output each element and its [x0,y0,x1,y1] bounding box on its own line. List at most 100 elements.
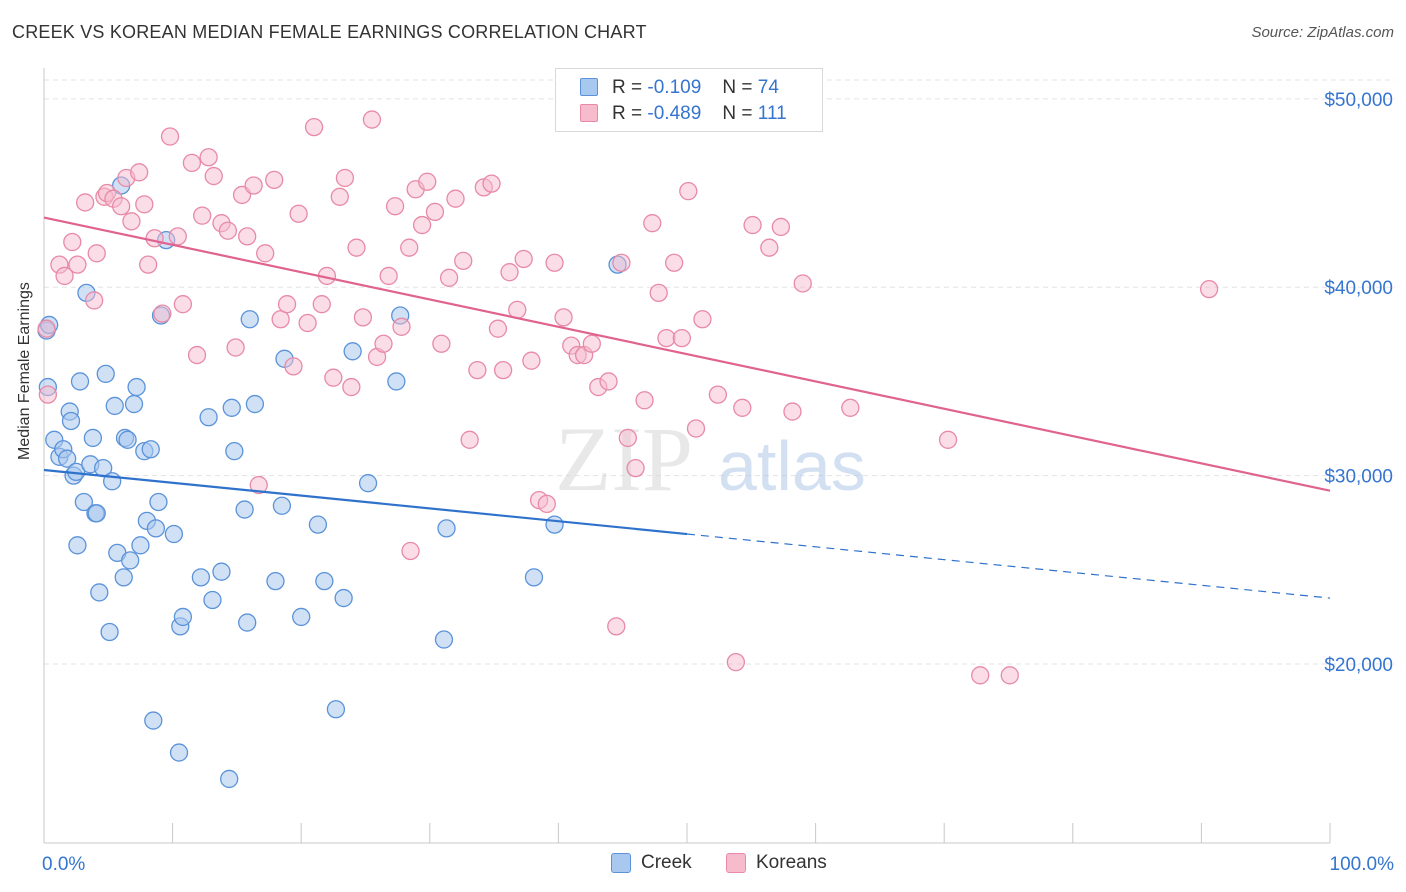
korean-points [37,110,1219,685]
creek-point [141,440,160,459]
korean-point [168,227,187,246]
korean-point [599,372,618,391]
creek-point [222,398,241,417]
korean-point [708,385,728,404]
korean-point [37,319,56,338]
korean-point [68,255,87,274]
korean-point [265,170,284,189]
korean-point [493,360,513,380]
creek-point [70,372,90,391]
korean-point [342,377,361,397]
creek-point [437,519,456,538]
creek-trend-extension [686,533,1331,599]
creek-r-label: R = [612,77,643,98]
korean-point [664,253,684,272]
creek-point [61,411,81,431]
korean-point [841,398,860,417]
korean-point [199,148,218,167]
creek-point [266,571,285,591]
korean-point [545,253,564,272]
creek-point [169,743,189,762]
creek-point [146,519,166,538]
creek-point [334,588,353,608]
x-tick-labels: 0.0% 100.0% [42,854,1394,875]
legend-creek-text: R = -0.109 N = 74 [612,77,779,99]
x-tick-label-min: 0.0% [42,854,85,875]
korean-point [482,174,501,193]
korean-point [347,238,366,257]
korean-point [284,357,303,376]
korean-point [392,317,411,336]
creek-point [315,571,334,591]
korean-point [335,168,355,188]
korean-point [130,163,149,182]
creek-point [100,622,119,642]
korean-point [374,334,393,353]
watermark: ZIP atlas [555,408,866,510]
creek-point [387,372,406,391]
creek-point [240,310,259,329]
korean-point [612,253,631,272]
creek-point [144,711,163,730]
creek-point [545,515,564,534]
korean-point [218,221,238,240]
korean-point [686,419,706,438]
creek-point [220,769,239,789]
creek-point [191,568,211,587]
creek-point [114,568,133,587]
korean-point [726,652,746,672]
korean-point [643,214,662,233]
y-tick-label: $30,000 [1324,467,1393,488]
korean-point [554,308,573,327]
korean-point [537,494,556,514]
korean-point [522,351,541,370]
creek-point [203,590,222,610]
korean-point [173,295,193,314]
creek-point [118,430,137,449]
korean-point [112,197,131,216]
correlation-legend: R = -0.109 N = 74 R = -0.489 N = 111 [555,68,823,132]
y-tick-label: $20,000 [1324,655,1393,676]
korean-point [298,313,317,333]
korean-point [649,283,668,303]
watermark-atlas: atlas [718,427,866,505]
korean-point [182,153,202,173]
korean-point [76,193,95,212]
korean-point [63,232,82,252]
korean-point [153,304,172,323]
watermark-zip: ZIP [555,408,693,510]
korean-point [401,541,420,561]
creek-point [90,583,109,602]
korean-point [425,202,445,222]
korean-point [971,666,990,685]
korean-point [672,328,692,348]
creek-point [121,551,140,570]
korean-point [193,206,212,225]
chart-title: CREEK VS KOREAN MEDIAN FEMALE EARNINGS C… [12,22,647,42]
korean-point [244,176,263,195]
creek-n-value: 74 [757,77,779,98]
y-axis-label: Median Female Earnings [16,282,33,460]
creek-point [131,536,150,555]
korean-point [55,266,74,286]
korean-point [460,430,479,449]
korean-trend-line [43,216,1331,492]
legend-korean-text: R = -0.489 N = 111 [612,103,787,125]
trend-lines [43,216,1331,599]
creek-point [83,428,103,448]
creek-trend-line [43,468,688,536]
korean-point [289,204,308,223]
korean-point [160,127,180,146]
creek-point [212,562,231,581]
source-label: Source: ZipAtlas.com [1251,24,1394,41]
creek-point [524,568,544,587]
korean-point [400,238,419,257]
creek-point [199,408,218,427]
korean-point [607,617,626,636]
creek-r-value: -0.109 [647,77,702,98]
korean-point [693,310,712,329]
korean-point [353,308,373,327]
korean-legend-swatch [726,853,746,873]
korean-point [635,391,654,410]
